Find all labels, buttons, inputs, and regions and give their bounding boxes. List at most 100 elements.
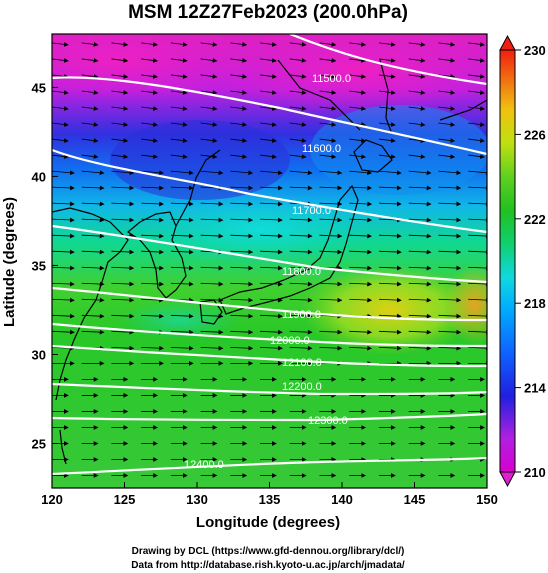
wind-arrow (170, 185, 194, 191)
wind-arrow (378, 329, 402, 335)
wind-arrow (378, 265, 402, 271)
wind-arrow (438, 281, 462, 287)
wind-arrow (378, 42, 396, 47)
wind-arrow (408, 281, 432, 287)
wind-arrow (52, 297, 75, 303)
wind-arrow (438, 265, 462, 271)
wind-arrow (319, 281, 343, 287)
wind-arrow (289, 345, 313, 351)
wind-arrow (349, 249, 373, 255)
wind-arrow (141, 90, 158, 95)
contour-label-12000: 12000.0 (270, 335, 310, 347)
wind-arrow (52, 170, 75, 176)
wind-arrow (289, 58, 307, 63)
wind-arrow (408, 265, 432, 271)
wind-arrow (170, 249, 194, 255)
wind-arrow (260, 90, 277, 95)
cold-band (110, 120, 290, 200)
x-tick-label: 140 (331, 492, 353, 507)
wind-arrow (170, 281, 194, 287)
wind-arrow (200, 74, 218, 79)
wind-arrow (52, 106, 69, 111)
contour-label-12300: 12300.0 (308, 415, 348, 427)
x-tick-label: 145 (404, 492, 426, 507)
wind-arrow (200, 42, 218, 47)
wind-arrow (349, 106, 367, 111)
height-contours (52, 34, 487, 476)
wind-arrow (260, 329, 283, 335)
y-tick-label: 30 (32, 347, 46, 362)
wind-arrow (200, 122, 218, 127)
wind-arrow (170, 138, 188, 143)
wind-arrow (349, 74, 367, 79)
x-axis-label: Longitude (degrees) (196, 514, 340, 531)
wind-arrow (408, 345, 432, 351)
wind-arrow (52, 265, 75, 271)
colorbar-tick-label: 218 (524, 296, 546, 311)
contour-11600 (52, 76, 487, 156)
kurils (439, 99, 487, 121)
wind-arrow (170, 122, 188, 127)
wind-arrow (230, 233, 254, 239)
wind-arrow (349, 58, 367, 63)
wind-arrow (111, 138, 129, 143)
colorbar-scale (499, 49, 516, 473)
wind-arrow (52, 281, 75, 287)
wind-arrow (408, 138, 426, 143)
wind-arrow (111, 201, 135, 207)
colorbar-min-arrow (499, 471, 516, 488)
wind-arrow (349, 281, 373, 287)
wind-arrow (438, 201, 462, 207)
wind-arrow (81, 42, 99, 47)
wind-arrow (438, 217, 462, 223)
wind-arrow (170, 42, 188, 47)
wind-arrow (111, 185, 135, 191)
contour-11500 (289, 34, 487, 86)
wind-arrow (141, 154, 158, 159)
x-axis-ticks: 120 125 130 135 140 145 150 (41, 482, 498, 507)
wind-arrow (170, 265, 194, 271)
wind-arrow (230, 265, 254, 271)
wind-arrow (230, 313, 254, 319)
wind-arrow (378, 345, 402, 351)
wind-arrow (81, 170, 105, 176)
wind-arrow (52, 122, 69, 127)
wind-arrow (141, 265, 164, 271)
wind-arrow (141, 233, 164, 239)
wind-arrow (319, 90, 337, 95)
wind-arrow (289, 170, 313, 176)
colorbar-ticks: 210 214 218 222 226 230 (515, 43, 546, 480)
wind-arrow (170, 170, 194, 176)
wind-arrow (200, 345, 224, 351)
wind-arrow (349, 42, 367, 47)
wind-arrow (81, 58, 99, 63)
wind-arrow (81, 329, 105, 335)
wind-arrow (52, 138, 69, 143)
wind-arrow (319, 58, 337, 63)
wind-arrow (378, 170, 402, 176)
wind-arrow (81, 106, 99, 111)
wind-arrow (52, 90, 69, 95)
wind-arrow (408, 313, 432, 319)
wind-arrow (349, 265, 373, 271)
wind-arrow (408, 42, 426, 47)
wind-arrow (378, 297, 402, 303)
wind-arrow (289, 74, 307, 79)
wind-arrow (141, 138, 158, 143)
wind-arrow (141, 185, 164, 191)
wind-arrow (170, 201, 194, 207)
hokkaido (353, 139, 393, 173)
y-tick-label: 45 (32, 80, 46, 95)
wind-arrow (170, 90, 188, 95)
wind-arrow (230, 217, 254, 223)
wind-arrow (111, 281, 135, 287)
wind-arrow (141, 74, 158, 79)
x-tick-label: 130 (186, 492, 208, 507)
wind-arrow (319, 106, 337, 111)
wind-arrow (260, 58, 277, 63)
wind-arrow (378, 90, 396, 95)
coastlines (52, 59, 487, 465)
colorbar-tick-label: 230 (524, 43, 546, 58)
colorbar-tick-label: 222 (524, 212, 546, 227)
wind-arrow (141, 345, 164, 351)
